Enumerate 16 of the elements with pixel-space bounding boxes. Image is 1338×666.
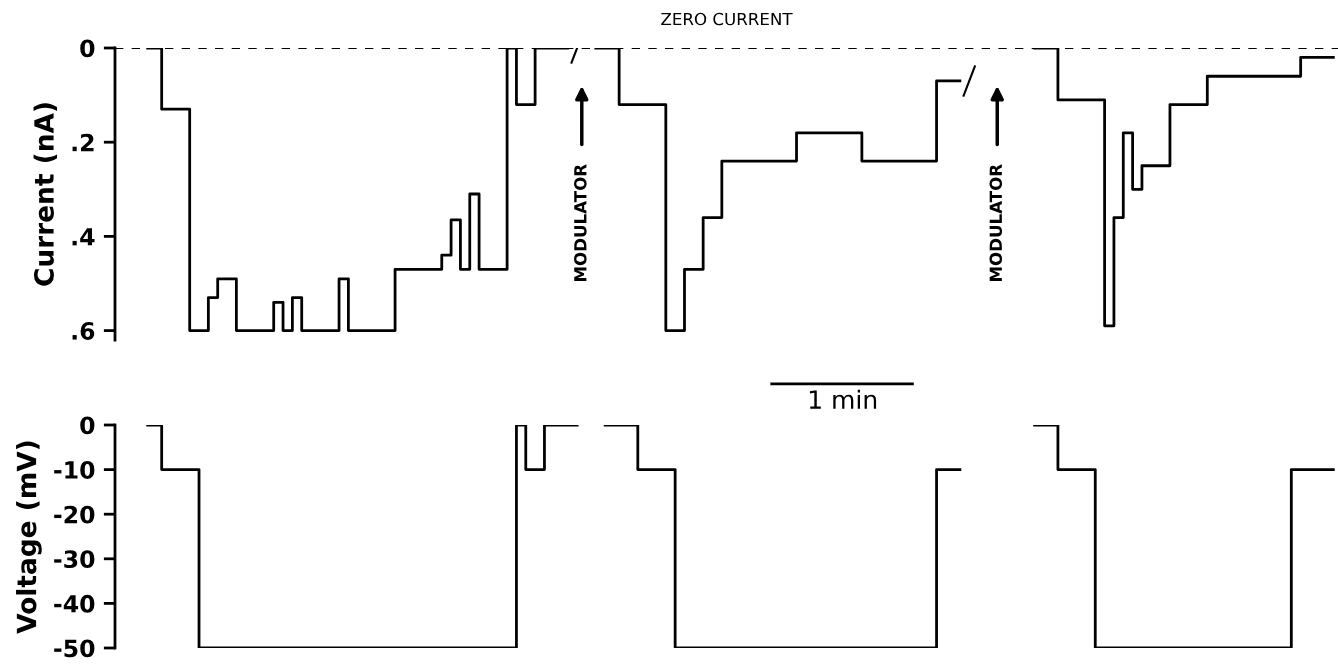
y-tick-label: .4 [72,228,95,246]
y-tick-label: -30 [54,550,95,569]
annotation: MODULATOR [989,164,1003,282]
y-tick-label: -50 [54,639,95,658]
annotation: MODULATOR [574,164,587,282]
y-tick-label: -40 [54,594,95,613]
text: 1 min [809,389,877,409]
y-axis-title: Current (nA) [33,103,58,286]
y-tick-label: 0 [80,416,95,435]
y-axis-title: Voltage (mV) [16,441,42,634]
ref-line-label: ZERO CURRENT [661,12,793,26]
y-tick-label: -20 [54,505,95,524]
y-tick-label: -10 [54,461,95,479]
y-tick-label: 0 [80,39,95,58]
y-tick-label: .6 [72,322,95,340]
y-tick-label: .2 [72,133,94,152]
